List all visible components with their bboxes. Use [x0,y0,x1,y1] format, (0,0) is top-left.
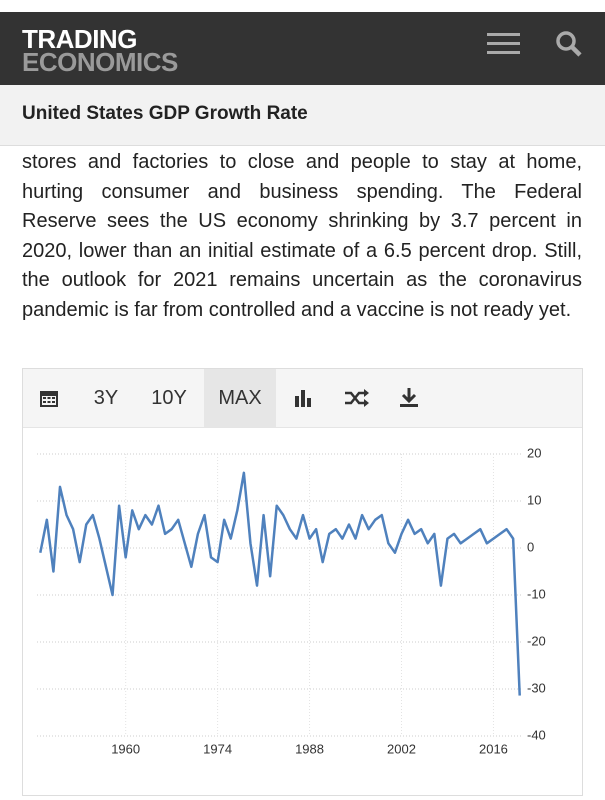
x-tick-label: 1974 [203,741,232,756]
x-tick-label: 2002 [387,741,416,756]
compare-icon[interactable] [344,388,370,408]
range-10y[interactable]: 10Y [151,387,187,409]
logo[interactable]: TRADING ECONOMICS [22,24,178,77]
x-tick-label: 2016 [479,741,508,756]
x-tick-label: 1988 [295,741,324,756]
range-3y[interactable]: 3Y [93,387,119,409]
chart-box: 3Y 10Y MAX 20 10 0 -10 -20 -30 -40 1960 1974 1988… [22,368,583,796]
y-tick-label: 10 [527,492,541,507]
top-bar: TRADING ECONOMICS [0,12,605,85]
search-icon[interactable] [555,30,585,60]
range-max[interactable]: MAX [204,369,276,427]
y-tick-label: -30 [527,680,546,695]
toolbar: 3Y 10Y MAX [23,369,582,428]
chart: 20 10 0 -10 -20 -30 -40 1960 1974 1988 2002 2016 [37,445,546,756]
y-tick-label: -10 [527,586,546,601]
x-tick-label: 1960 [111,741,140,756]
calendar-icon[interactable] [39,388,59,408]
title-bar: United States GDP Growth Rate [0,85,605,146]
download-icon[interactable] [398,387,420,409]
description: stores and factories to close and people… [22,151,582,321]
chart-type-icon[interactable] [293,388,315,408]
page-title: United States GDP Growth Rate [22,103,308,124]
y-tick-label: 20 [527,445,541,460]
y-tick-label: -20 [527,633,546,648]
y-tick-label: -40 [527,727,546,742]
y-tick-label: 0 [527,539,534,554]
data-line [39,471,521,696]
logo-bottom: ECONOMICS [22,47,178,77]
menu-icon[interactable] [487,32,521,56]
logo-top: TRADING [22,24,137,54]
